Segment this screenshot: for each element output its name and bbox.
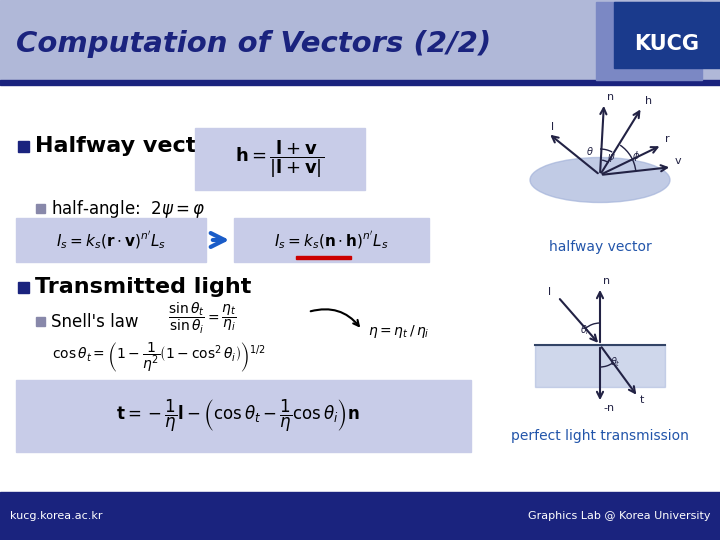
Text: KUCG: KUCG (634, 34, 700, 54)
Bar (0, 85, 720, 492)
Text: -n: -n (603, 403, 614, 413)
Text: $I_s = k_s\left(\mathbf{n}\cdot\mathbf{h}\right)^{n^\prime} L_s$: $I_s = k_s\left(\mathbf{n}\cdot\mathbf{h… (274, 229, 388, 251)
Text: $\mathbf{h} = \dfrac{\mathbf{l}+\mathbf{v}}{|\mathbf{l}+\mathbf{v}|}$: $\mathbf{h} = \dfrac{\mathbf{l}+\mathbf{… (235, 138, 325, 180)
Text: half-angle:  $2\psi=\varphi$: half-angle: $2\psi=\varphi$ (51, 198, 205, 220)
Text: n: n (607, 92, 614, 102)
Text: l: l (548, 287, 551, 297)
Bar (296, 256, 351, 259)
Bar (0, 80, 720, 85)
Bar (0, 492, 720, 540)
Text: h: h (645, 96, 652, 106)
Text: $\theta_i$: $\theta_i$ (580, 323, 590, 337)
Text: $\dfrac{\sin\theta_t}{\sin\theta_i} = \dfrac{\eta_t}{\eta_i}$: $\dfrac{\sin\theta_t}{\sin\theta_i} = \d… (168, 300, 237, 335)
Text: $\mathbf{t} = -\dfrac{1}{\eta}\mathbf{l} - \left(\cos\theta_t - \dfrac{1}{\eta}\: $\mathbf{t} = -\dfrac{1}{\eta}\mathbf{l}… (116, 398, 360, 434)
Text: $\psi$: $\psi$ (607, 152, 616, 164)
Bar (18, 141, 29, 152)
Text: kucg.korea.ac.kr: kucg.korea.ac.kr (10, 511, 102, 521)
Bar (18, 282, 29, 293)
Text: l: l (551, 122, 554, 132)
Text: perfect light transmission: perfect light transmission (511, 429, 689, 443)
Bar (234, 218, 429, 262)
Text: r: r (665, 134, 670, 144)
Bar (16, 218, 206, 262)
Text: halfway vector: halfway vector (549, 240, 652, 254)
Bar (195, 128, 365, 190)
Text: n: n (603, 276, 610, 286)
Text: $\cos\theta_t = \left(1 - \dfrac{1}{\eta^2}\left(1-\cos^2\theta_i\right)\right)^: $\cos\theta_t = \left(1 - \dfrac{1}{\eta… (52, 340, 266, 374)
Text: Halfway vector: Halfway vector (35, 136, 222, 156)
Text: $\phi$: $\phi$ (632, 149, 640, 163)
Bar (16, 380, 471, 452)
Text: $I_s = k_s\left(\mathbf{r}\cdot\mathbf{v}\right)^{n^\prime} L_s$: $I_s = k_s\left(\mathbf{r}\cdot\mathbf{v… (56, 229, 166, 251)
FancyArrowPatch shape (211, 233, 225, 247)
Bar (614, 2, 720, 68)
Text: $\theta$: $\theta$ (586, 145, 594, 157)
Text: t: t (640, 395, 644, 405)
Text: Computation of Vectors (2/2): Computation of Vectors (2/2) (16, 30, 491, 58)
Bar (36, 317, 45, 326)
Text: $\eta = \eta_t\,/\,\eta_i$: $\eta = \eta_t\,/\,\eta_i$ (368, 323, 429, 341)
Bar (535, 345, 665, 387)
Text: Graphics Lab @ Korea University: Graphics Lab @ Korea University (528, 511, 710, 521)
Ellipse shape (530, 158, 670, 202)
Text: Transmitted light: Transmitted light (35, 277, 251, 297)
Bar (0, 0, 720, 82)
Bar (36, 204, 45, 213)
Text: $\theta_t$: $\theta_t$ (610, 355, 621, 369)
Bar (596, 2, 702, 80)
Text: v: v (675, 156, 682, 166)
Text: Snell's law: Snell's law (51, 313, 138, 331)
